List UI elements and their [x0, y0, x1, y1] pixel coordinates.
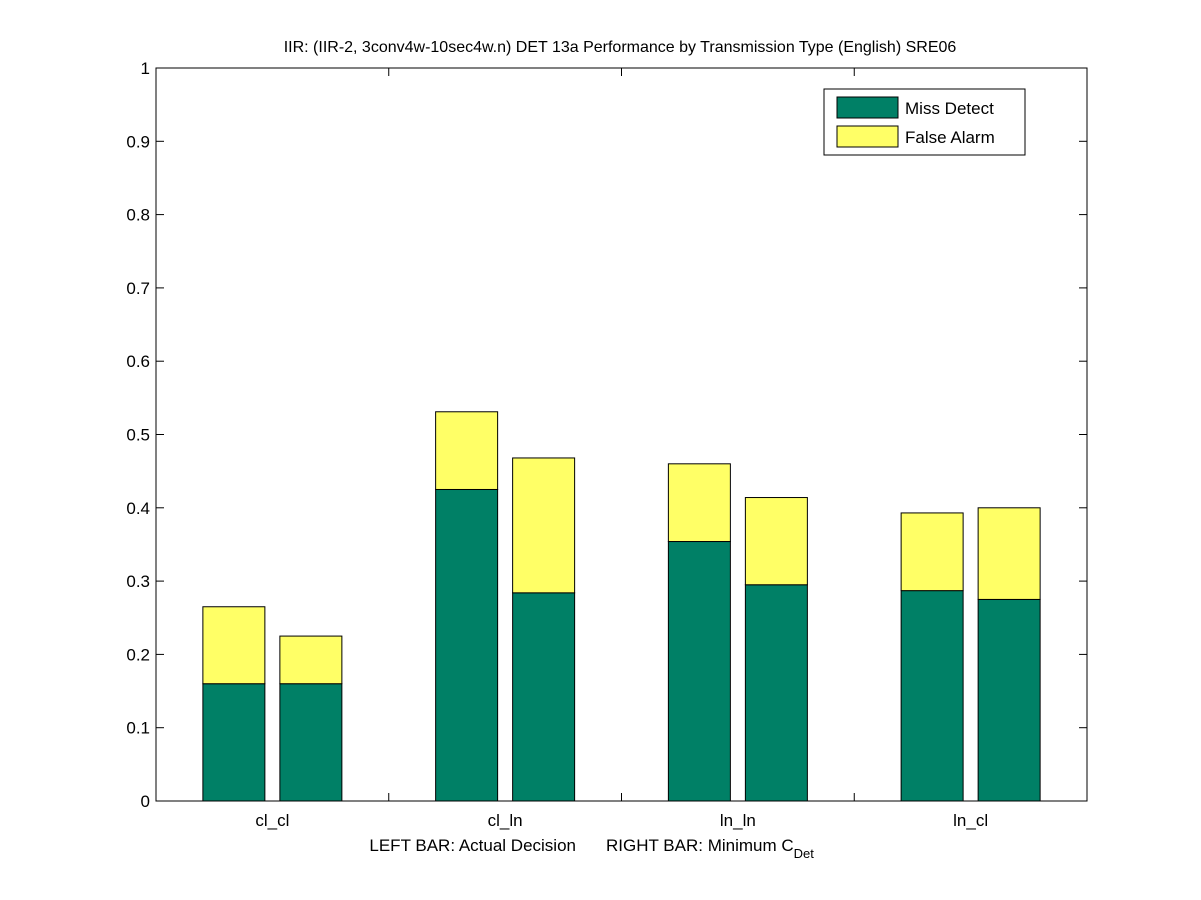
x-tick-label-ln-cl: ln_cl: [953, 811, 988, 830]
legend-label-false-alarm: False Alarm: [905, 128, 995, 147]
y-tick-label: 0.7: [126, 279, 150, 298]
y-tick-label: 1: [141, 59, 150, 78]
y-tick-label: 0.5: [126, 426, 150, 445]
bar-ln-ln-actual-miss-detect: [667, 541, 731, 802]
bar-ln-cl-minimum-false-alarm: [977, 507, 1041, 600]
x-axis-label-left-bar: LEFT BAR: Actual Decision: [369, 836, 576, 855]
y-tick-label: 0.4: [126, 499, 150, 518]
bar-ln-ln-minimum-false-alarm: [744, 497, 808, 586]
chart-title: IIR: (IIR-2, 3conv4w-10sec4w.n) DET 13a …: [284, 39, 957, 56]
bar-cl-cl-minimum-false-alarm: [279, 635, 343, 685]
bar-cl-ln-actual-miss-detect: [435, 488, 499, 802]
y-tick-label: 0.8: [126, 206, 150, 225]
legend-swatch-false-alarm: [836, 125, 899, 148]
bar-ln-ln-actual-false-alarm: [667, 463, 731, 543]
bar-ln-cl-minimum-miss-detect: [977, 598, 1041, 802]
y-tick-label: 0.9: [126, 132, 150, 151]
x-tick-label-cl-cl: cl_cl: [255, 811, 289, 830]
y-tick-label: 0.6: [126, 352, 150, 371]
y-tick-label: 0.1: [126, 719, 150, 738]
bar-ln-cl-actual-miss-detect: [900, 590, 964, 802]
bar-cl-cl-minimum-miss-detect: [279, 683, 343, 802]
y-tick-label: 0.2: [126, 645, 150, 664]
x-axis-label-right-bar: RIGHT BAR: Minimum CDet: [606, 836, 814, 861]
bar-cl-ln-minimum-false-alarm: [512, 457, 576, 594]
x-tick-label-ln-ln: ln_ln: [720, 811, 756, 830]
bar-ln-cl-actual-false-alarm: [900, 512, 964, 592]
x-axis-label-right-bar-subscript: Det: [794, 846, 815, 861]
bar-cl-cl-actual-false-alarm: [202, 606, 266, 685]
bar-ln-ln-minimum-miss-detect: [744, 584, 808, 802]
y-tick-label: 0.3: [126, 572, 150, 591]
axis-ticks: cl_cl cl_ln ln_ln ln_cl 0 0.1 0.2 0.3 0.4 0.5 0.6 0…: [126, 59, 1087, 830]
bar-cl-ln-minimum-miss-detect: [512, 592, 576, 802]
legend-label-miss-detect: Miss Detect: [905, 99, 994, 118]
x-tick-label-cl-ln: cl_ln: [488, 811, 523, 830]
y-tick-label: 0: [141, 792, 150, 811]
plot-frame: [155, 67, 1088, 802]
bars-layer: [202, 411, 1041, 802]
legend: Miss Detect False Alarm: [823, 88, 1026, 156]
bar-cl-ln-actual-false-alarm: [435, 411, 499, 490]
legend-swatch-miss-detect: [836, 96, 899, 119]
x-axis-label-right-bar-text: RIGHT BAR: Minimum C: [606, 836, 794, 855]
bar-cl-cl-actual-miss-detect: [202, 683, 266, 802]
